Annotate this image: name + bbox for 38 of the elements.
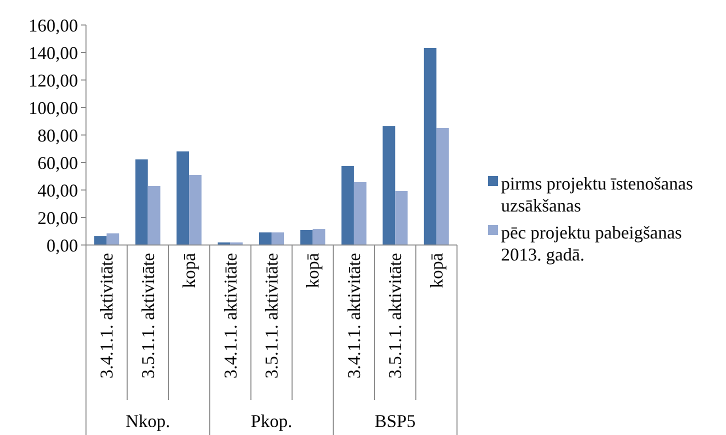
bar: [395, 190, 408, 245]
y-tick-label: 80,00: [38, 125, 78, 146]
bar: [135, 159, 148, 245]
bar: [424, 48, 436, 245]
bar: [436, 128, 449, 245]
bar: [189, 175, 202, 245]
legend-label: pēc projektu pabeigšanas 2013. gadā.: [501, 222, 682, 264]
y-tick-label: 120,00: [28, 70, 78, 90]
bar: [176, 151, 190, 245]
bar: [106, 233, 120, 245]
bar: [354, 182, 366, 245]
x-tick-label: kopā: [302, 253, 323, 288]
text: BSP5: [374, 411, 416, 431]
x-tick-label: 3.4.1.1. aktivitāte: [96, 253, 117, 378]
x-tick-label: 3.5.1.1. aktivitāte: [262, 253, 282, 378]
y-tick-label: 100,00: [28, 98, 78, 118]
x-tick-label: 3.4.1.1. aktivitāte: [344, 253, 364, 378]
bar: [312, 229, 326, 245]
x-tick-label: kopā: [426, 253, 446, 288]
x-tick-label: 3.5.1.1. aktivitāte: [138, 253, 158, 378]
text: Nkop.: [126, 411, 170, 431]
y-tick-label: 40,00: [38, 180, 78, 200]
y-tick-label: 140,00: [28, 42, 78, 63]
bar: [300, 230, 313, 245]
bar: [341, 166, 354, 245]
y-tick-label: 60,00: [38, 152, 78, 173]
bar: [148, 186, 160, 245]
bar: [382, 126, 396, 245]
bar: [94, 236, 107, 245]
x-tick-label: 3.5.1.1. aktivitāte: [385, 253, 406, 378]
y-tick-label: 20,00: [38, 208, 78, 228]
x-tick-label: 3.4.1.1. aktivitāte: [220, 253, 240, 378]
text: Pkop.: [250, 411, 292, 431]
bar: [259, 232, 272, 245]
bar: [272, 232, 284, 245]
y-tick-label: 0,00: [46, 235, 78, 256]
x-tick-label: kopā: [179, 253, 200, 288]
y-tick-label: 160,00: [28, 15, 78, 36]
